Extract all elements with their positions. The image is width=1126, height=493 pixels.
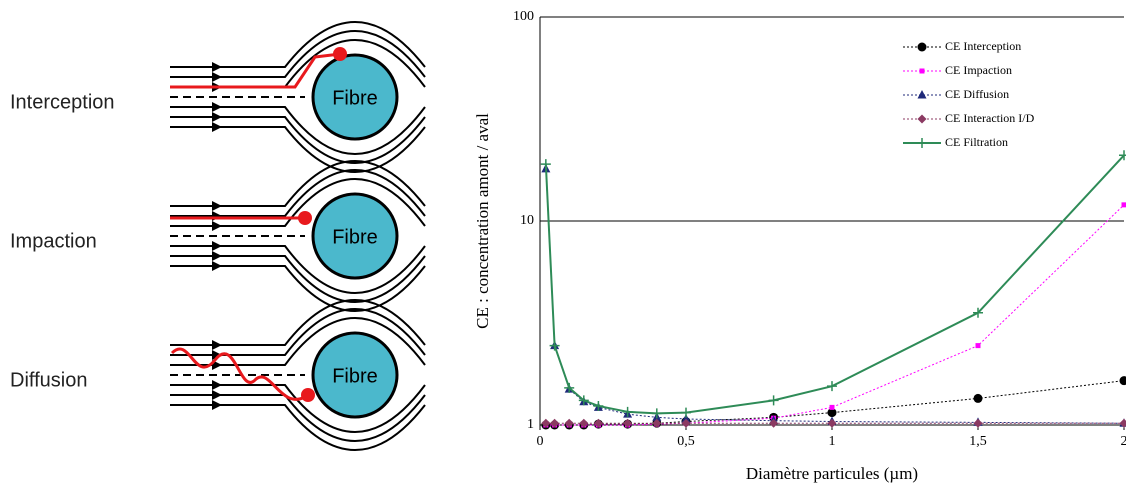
y-axis-label: CE : concentration amont / aval [473, 113, 492, 329]
marker [1120, 376, 1126, 385]
arrow [212, 251, 222, 261]
fibre-label: Fibre [332, 365, 378, 387]
legend-label: CE Interception [945, 39, 1021, 53]
marker [974, 419, 983, 428]
marker [974, 394, 983, 403]
streamline [170, 405, 425, 450]
marker [976, 343, 981, 348]
y-tick-label: 1 [527, 417, 534, 432]
particle [301, 388, 315, 402]
x-tick-label: 1,5 [969, 434, 987, 449]
arrow [212, 241, 222, 251]
arrow [212, 340, 222, 350]
streamline [170, 300, 425, 345]
legend-marker [917, 138, 927, 148]
marker [1122, 202, 1126, 207]
x-axis-label: Diamètre particules (µm) [746, 464, 918, 483]
legend-label: CE Interaction I/D [945, 111, 1035, 125]
streamline [170, 266, 425, 311]
marker [830, 405, 835, 410]
arrow [212, 201, 222, 211]
marker [769, 395, 779, 405]
legend-marker [918, 90, 927, 99]
legend-marker [918, 115, 927, 124]
streamline [170, 161, 425, 206]
marker [827, 381, 837, 391]
arrow [212, 122, 222, 132]
arrow [212, 112, 222, 122]
marker [828, 419, 837, 428]
y-tick-label: 100 [513, 9, 534, 24]
arrow [212, 390, 222, 400]
marker [681, 408, 691, 418]
x-tick-label: 2 [1121, 434, 1126, 449]
series-line [546, 155, 1124, 413]
fibre-label: Fibre [332, 87, 378, 109]
x-tick-label: 1 [829, 434, 836, 449]
panel-label: Diffusion [10, 369, 87, 391]
legend-label: CE Filtration [945, 135, 1008, 149]
marker [541, 159, 551, 169]
streamline [170, 127, 425, 172]
x-tick-label: 0,5 [677, 434, 695, 449]
panel-label: Interception [10, 91, 115, 113]
fibre-label: Fibre [332, 226, 378, 248]
y-tick-label: 10 [520, 213, 534, 228]
marker [623, 407, 633, 417]
legend-label: CE Impaction [945, 63, 1012, 77]
arrow [212, 62, 222, 72]
panel-label: Impaction [10, 230, 97, 252]
arrow [212, 221, 222, 231]
arrow [212, 261, 222, 271]
arrow [212, 400, 222, 410]
particle [333, 47, 347, 61]
legend-marker [920, 69, 925, 74]
legend-label: CE Diffusion [945, 87, 1009, 101]
arrow [212, 380, 222, 390]
arrow [212, 72, 222, 82]
x-tick-label: 0 [537, 434, 544, 449]
streamline [170, 22, 425, 67]
arrow [212, 102, 222, 112]
series-line [546, 381, 1124, 425]
particle [298, 211, 312, 225]
series-line [546, 205, 1124, 425]
legend-marker [918, 43, 927, 52]
